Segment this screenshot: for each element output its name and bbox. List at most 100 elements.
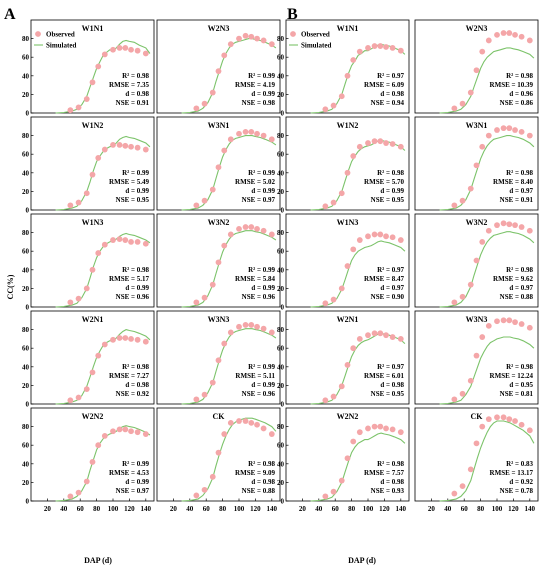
observed-point — [134, 239, 141, 245]
observed-point — [451, 202, 458, 209]
stat-line: RMSE = 12.24 — [490, 372, 534, 380]
stat-line: R² = 0.99 — [248, 363, 275, 371]
observed-point — [101, 241, 108, 248]
observed-point — [512, 418, 518, 424]
observed-point — [201, 294, 208, 301]
x-tick-label: 140 — [396, 505, 407, 513]
y-tick-label: 60 — [22, 248, 30, 256]
observed-point — [356, 48, 363, 55]
observed-point — [526, 227, 533, 234]
panel-a-w2n2: W2N2 0 20 40 60 80 20 40 60 80 100 120 140 R² = 0.99R… — [22, 407, 155, 513]
stat-line: R² = 0.97 — [377, 363, 404, 371]
observed-point — [101, 433, 108, 439]
x-tick-label: 100 — [363, 505, 374, 513]
panel-frame — [285, 213, 410, 308]
y-tick-label: 0 — [281, 304, 285, 312]
stat-line: RMSE = 10.39 — [490, 81, 534, 89]
observed-point — [500, 220, 507, 227]
observed-point — [75, 295, 82, 302]
x-tick-label: 120 — [379, 505, 390, 513]
y-tick-label: 0 — [26, 110, 30, 118]
observed-point — [67, 107, 74, 114]
observed-point — [116, 426, 123, 433]
observed-point — [330, 199, 337, 206]
observed-point — [467, 281, 474, 288]
stat-line: R² = 0.99 — [122, 169, 149, 177]
section-label-a: A — [4, 6, 16, 23]
x-tick-label: 100 — [234, 505, 245, 513]
stat-line: NSE = 0.90 — [371, 293, 405, 301]
observed-point — [526, 37, 533, 44]
y-tick-label: 60 — [277, 151, 285, 159]
observed-point — [110, 142, 116, 148]
observed-point — [526, 132, 533, 139]
observed-point — [254, 323, 260, 330]
stat-line: R² = 0.98 — [122, 266, 149, 274]
observed-point — [494, 222, 500, 229]
panel-title: W1N1 — [82, 24, 104, 33]
stat-line: NSE = 0.93 — [371, 487, 405, 495]
observed-point — [215, 164, 222, 171]
observed-point — [377, 138, 384, 145]
y-tick-label: 40 — [22, 460, 30, 468]
x-tick-label: 60 — [203, 505, 211, 513]
observed-point — [122, 142, 129, 149]
y-tick-label: 60 — [22, 442, 30, 450]
observed-point — [350, 153, 357, 159]
panel-title: CK — [471, 412, 484, 421]
observed-point — [459, 483, 466, 490]
observed-point — [236, 323, 242, 330]
x-tick-label: 140 — [141, 505, 152, 513]
observed-point — [377, 330, 384, 337]
observed-point — [383, 233, 389, 240]
observed-point — [383, 425, 389, 432]
stat-line: RMSE = 5.49 — [109, 178, 149, 186]
y-tick-label: 40 — [277, 169, 285, 177]
stat-line: RMSE = 5.84 — [235, 275, 275, 283]
panel-frame — [156, 116, 281, 211]
observed-point — [248, 128, 255, 135]
x-tick-label: 80 — [219, 505, 227, 513]
observed-point — [116, 45, 123, 51]
observed-point — [494, 127, 500, 133]
observed-point — [89, 79, 96, 86]
observed-point — [122, 237, 129, 243]
panel-title: W3N2 — [466, 218, 488, 227]
y-tick-label: 20 — [277, 285, 285, 293]
observed-point — [268, 231, 275, 238]
observed-point — [330, 393, 337, 400]
panel-frame — [414, 19, 539, 114]
y-tick-label: 80 — [277, 229, 285, 237]
stat-line: R² = 0.83 — [506, 460, 533, 468]
observed-point — [365, 425, 371, 432]
observed-point — [518, 128, 525, 135]
observed-point — [473, 67, 480, 74]
simulated-line — [439, 47, 535, 114]
observed-point — [500, 317, 507, 324]
y-tick-label: 80 — [277, 132, 285, 140]
observed-point — [356, 429, 363, 436]
observed-point — [260, 227, 267, 234]
observed-point — [209, 379, 216, 386]
stat-line: d = 0.99 — [125, 187, 149, 195]
observed-point — [371, 423, 378, 430]
stat-line: RMSE = 9.09 — [235, 469, 275, 477]
stat-line: NSE = 0.95 — [116, 196, 150, 204]
y-tick-label: 60 — [277, 345, 285, 353]
observed-point — [338, 93, 345, 100]
stat-line: NSE = 0.91 — [500, 196, 534, 204]
stat-line: R² = 0.97 — [377, 266, 404, 274]
stat-line: R² = 0.99 — [122, 460, 149, 468]
y-tick-label: 80 — [22, 229, 30, 237]
observed-point — [128, 336, 134, 342]
panel-title: W1N2 — [337, 121, 359, 130]
observed-point — [512, 222, 518, 229]
panel-frame — [156, 310, 281, 405]
observed-point — [338, 477, 345, 484]
observed-point — [242, 418, 249, 424]
